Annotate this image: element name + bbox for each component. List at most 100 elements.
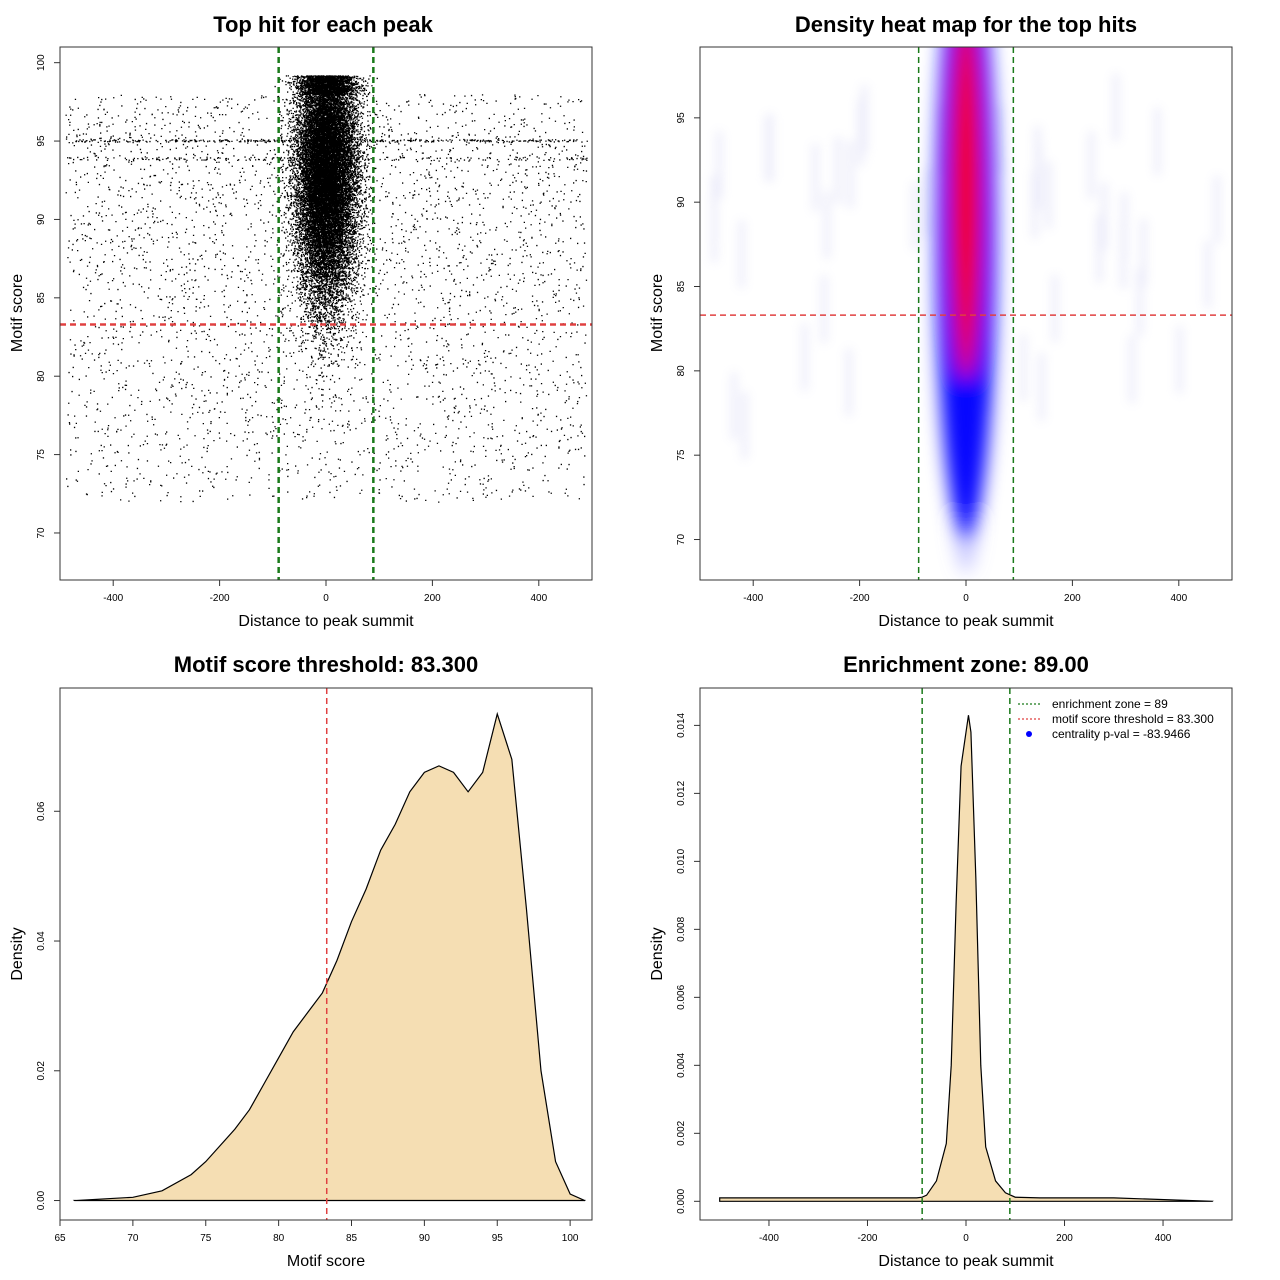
x-tick-label: -400 — [743, 593, 763, 604]
y-tick-label: 0.002 — [676, 1120, 687, 1145]
density-streak — [1045, 161, 1052, 229]
y-tick-label: 70 — [36, 527, 47, 539]
y-tick-label: 95 — [676, 112, 687, 124]
x-axis-label: Distance to peak summit — [878, 613, 1054, 630]
x-tick-label: 0 — [963, 1233, 969, 1244]
heatmap-panel: Density heat map for the top hits -400 -2… — [649, 12, 1233, 630]
x-tick-label: -200 — [850, 593, 870, 604]
x-axis: -400 -200 0 200 400 — [743, 580, 1188, 604]
y-tick-label: 95 — [36, 135, 47, 147]
density-streak — [812, 143, 819, 212]
y-tick-label: 0.004 — [676, 1052, 687, 1077]
y-tick-label: 75 — [676, 449, 687, 461]
density-streak — [801, 323, 808, 391]
x-tick-label: -200 — [857, 1233, 877, 1244]
x-tick-label: 400 — [530, 593, 547, 604]
scatter-panel: Top hit for each peak -400 -200 0 200 400 70… — [9, 12, 593, 630]
reference-lines — [700, 47, 1232, 580]
y-axis-label: Motif score — [9, 274, 26, 352]
density-streak — [1176, 325, 1183, 394]
distance-density-title: Enrichment zone: 89.00 — [843, 652, 1089, 677]
density-area — [74, 711, 585, 1202]
x-tick-label: 65 — [54, 1233, 66, 1244]
density-streak — [1204, 240, 1211, 309]
density-streak — [1034, 125, 1041, 194]
x-axis: -400 -200 0 200 400 — [759, 1220, 1172, 1244]
density-streak — [1129, 335, 1136, 404]
density-streak — [1020, 334, 1027, 402]
x-tick-label: 200 — [1056, 1233, 1073, 1244]
x-tick-label: -400 — [103, 593, 123, 604]
density-streak — [1088, 131, 1095, 199]
legend-label: motif score threshold = 83.300 — [1052, 712, 1214, 726]
y-axis-label: Density — [9, 927, 26, 980]
y-axis: 0.000 0.002 0.004 0.006 0.008 0.010 0.012 0.014 — [676, 712, 700, 1214]
y-tick-label: 80 — [676, 365, 687, 377]
y-tick-label: 90 — [36, 213, 47, 225]
y-tick-label: 0.010 — [676, 848, 687, 873]
density-streak — [861, 84, 868, 153]
density-streak — [1101, 182, 1108, 250]
legend-label: enrichment zone = 89 — [1052, 697, 1168, 711]
density-streak — [995, 105, 1002, 174]
y-tick-label: 0.04 — [36, 931, 47, 951]
x-tick-label: 85 — [346, 1233, 358, 1244]
x-tick-label: 90 — [419, 1233, 431, 1244]
x-tick-label: 75 — [200, 1233, 212, 1244]
score-density-title: Motif score threshold: 83.300 — [174, 652, 478, 677]
y-tick-label: 0.008 — [676, 916, 687, 941]
x-tick-label: 100 — [562, 1233, 579, 1244]
x-tick-label: 200 — [424, 593, 441, 604]
y-tick-label: 100 — [36, 54, 47, 71]
x-tick-label: 200 — [1064, 593, 1081, 604]
density-core — [936, 47, 996, 574]
plot-frame — [59, 687, 593, 1221]
y-axis-label: Motif score — [649, 274, 666, 352]
y-tick-label: 85 — [676, 281, 687, 293]
x-axis-label: Distance to peak summit — [878, 1253, 1054, 1270]
x-tick-label: 400 — [1170, 593, 1187, 604]
density-streak — [823, 191, 830, 259]
density-streak — [1136, 268, 1143, 337]
x-tick-label: 70 — [127, 1233, 139, 1244]
density-streak — [1096, 214, 1103, 283]
density-streak — [711, 194, 718, 263]
density-streak — [1154, 107, 1161, 176]
density-streak — [1031, 170, 1038, 239]
x-axis: -400 -200 0 200 400 — [103, 580, 548, 604]
x-tick-label: 0 — [963, 593, 969, 604]
x-tick-label: 80 — [273, 1233, 285, 1244]
density-streak — [857, 98, 864, 166]
y-axis: 70 75 80 85 90 95 — [676, 112, 700, 545]
y-tick-label: 0.000 — [676, 1188, 687, 1213]
y-axis-label: Density — [649, 927, 666, 980]
density-streak — [1121, 192, 1128, 260]
x-tick-label: -200 — [210, 593, 230, 604]
density-streak — [738, 220, 745, 289]
density-streak — [835, 136, 842, 204]
reference-lines — [60, 47, 592, 580]
density-streak — [716, 131, 723, 199]
reference-lines — [921, 688, 1011, 1220]
y-tick-label: 0.06 — [36, 801, 47, 821]
x-tick-label: -400 — [759, 1233, 779, 1244]
y-tick-label: 0.014 — [676, 712, 687, 737]
heatmap-title: Density heat map for the top hits — [795, 12, 1137, 37]
scatter-title: Top hit for each peak — [213, 12, 433, 37]
density-streak — [1051, 274, 1058, 343]
density-streak — [1214, 175, 1221, 244]
y-tick-label: 0.006 — [676, 984, 687, 1009]
y-tick-label: 0.00 — [36, 1190, 47, 1210]
density-streak — [1140, 218, 1147, 287]
density-streak — [741, 391, 748, 460]
density-streak — [847, 140, 854, 209]
y-tick-label: 0.012 — [676, 780, 687, 805]
density-area — [719, 715, 1213, 1202]
density-heatmap — [700, 47, 1232, 580]
central-points — [257, 75, 384, 445]
density-curve — [74, 711, 585, 1202]
density-curve — [719, 715, 1213, 1202]
x-axis: 65 70 75 80 85 90 95 100 — [54, 1220, 579, 1244]
